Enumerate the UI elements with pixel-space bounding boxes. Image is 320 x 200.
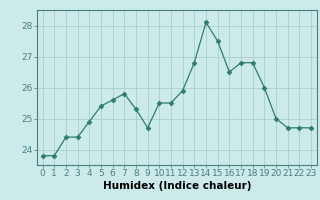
X-axis label: Humidex (Indice chaleur): Humidex (Indice chaleur) <box>102 181 251 191</box>
